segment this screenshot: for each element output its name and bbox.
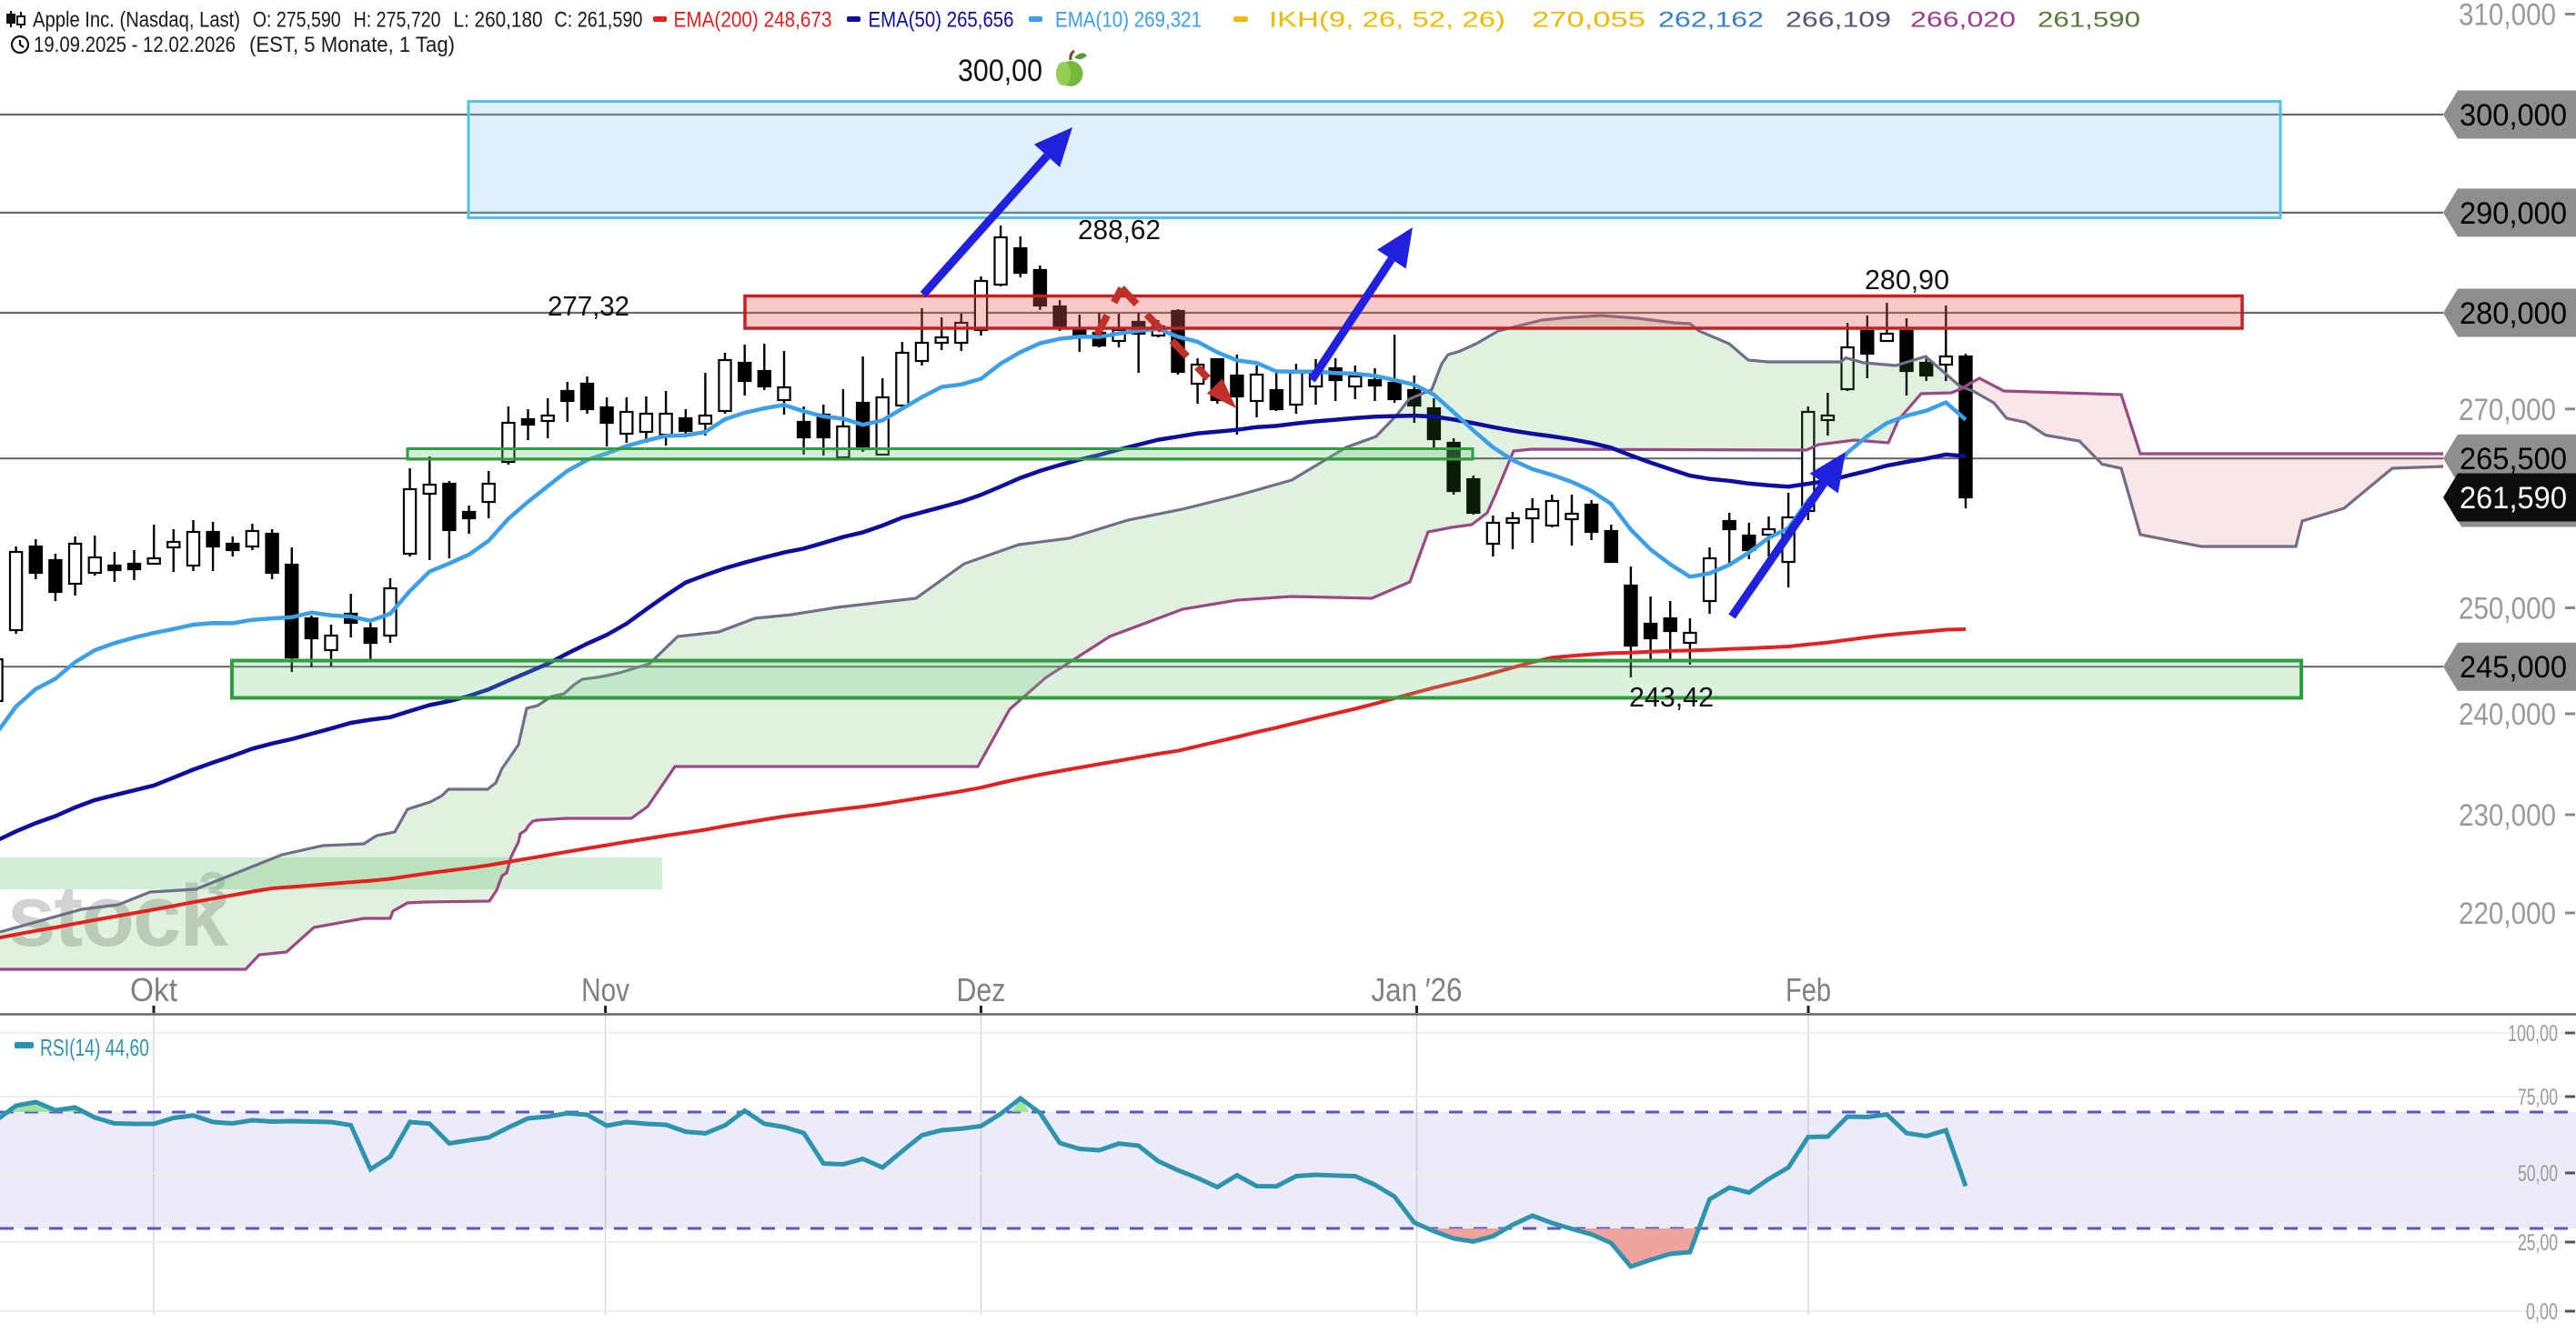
svg-text:O: 275,590: O: 275,590: [253, 8, 341, 33]
svg-text:265,500: 265,500: [2460, 442, 2567, 476]
svg-text:19.09.2025 - 12.02.2026: 19.09.2025 - 12.02.2026: [34, 33, 236, 57]
svg-text:Okt: Okt: [130, 971, 177, 1008]
svg-text:280,90: 280,90: [1865, 264, 1949, 296]
svg-text:266,020: 266,020: [1910, 8, 2016, 33]
svg-text:261,590: 261,590: [2038, 8, 2140, 33]
svg-text:EMA(10) 269,321: EMA(10) 269,321: [1055, 8, 1202, 33]
svg-text:L: 260,180: L: 260,180: [454, 8, 543, 33]
svg-text:25,00: 25,00: [2518, 1230, 2558, 1256]
svg-text:Feb: Feb: [1786, 971, 1831, 1008]
svg-text:261,590: 261,590: [2460, 481, 2567, 516]
svg-text:262,162: 262,162: [1658, 8, 1764, 33]
svg-text:IKH(9, 26, 52, 26): IKH(9, 26, 52, 26): [1269, 8, 1505, 33]
svg-text:250,000: 250,000: [2459, 592, 2556, 626]
svg-text:Nov: Nov: [581, 971, 629, 1008]
svg-text:0,00: 0,00: [2526, 1299, 2558, 1325]
svg-text:H: 275,720: H: 275,720: [354, 8, 441, 33]
svg-text:230,000: 230,000: [2459, 798, 2556, 833]
svg-text:C: 261,590: C: 261,590: [554, 8, 642, 33]
svg-text:Apple Inc. (Nasdaq, Last): Apple Inc. (Nasdaq, Last): [33, 8, 240, 33]
svg-text:EMA(200) 248,673: EMA(200) 248,673: [674, 8, 832, 33]
svg-text:266,109: 266,109: [1786, 8, 1891, 33]
svg-text:220,000: 220,000: [2459, 897, 2556, 931]
svg-text:290,000: 290,000: [2460, 196, 2567, 231]
svg-text:243,42: 243,42: [1629, 681, 1714, 713]
svg-text:288,62: 288,62: [1078, 214, 1161, 246]
svg-text:270,055: 270,055: [1532, 8, 1645, 33]
svg-text:(EST, 5 Monate, 1 Tag): (EST, 5 Monate, 1 Tag): [249, 33, 455, 57]
svg-text:50,00: 50,00: [2518, 1161, 2558, 1187]
svg-text:100,00: 100,00: [2508, 1021, 2558, 1047]
svg-text:Jan ′26: Jan ′26: [1372, 971, 1463, 1008]
svg-text:3: 3: [198, 862, 227, 921]
svg-text:300,00: 300,00: [958, 54, 1042, 88]
svg-text:245,000: 245,000: [2460, 650, 2567, 685]
svg-text:270,000: 270,000: [2459, 393, 2556, 427]
svg-text:RSI(14) 44,60: RSI(14) 44,60: [40, 1034, 149, 1061]
svg-text:EMA(50) 265,656: EMA(50) 265,656: [869, 8, 1014, 33]
svg-text:280,000: 280,000: [2460, 296, 2567, 331]
svg-text:310,000: 310,000: [2459, 0, 2556, 33]
svg-text:300,000: 300,000: [2460, 98, 2567, 133]
svg-text:Dez: Dez: [957, 971, 1006, 1008]
svg-text:240,000: 240,000: [2459, 697, 2556, 732]
svg-text:75,00: 75,00: [2518, 1085, 2558, 1110]
svg-text:277,32: 277,32: [548, 290, 629, 322]
